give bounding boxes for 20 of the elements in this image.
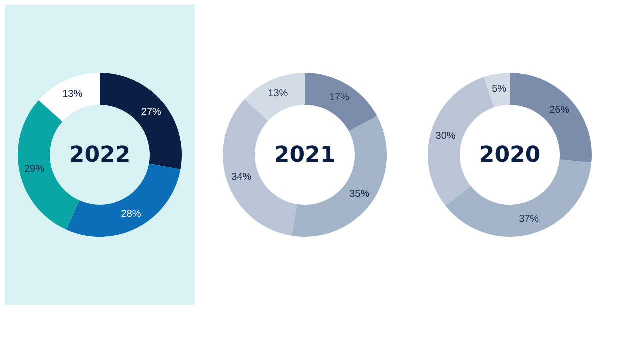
donut-slice (484, 73, 510, 108)
data-label: 13% (62, 88, 83, 100)
data-label: 26% (550, 104, 570, 116)
data-label: 34% (232, 172, 252, 183)
donut-slice (66, 164, 181, 237)
data-label: 5% (492, 84, 507, 95)
data-label: 30% (436, 130, 456, 142)
donut-slice (38, 73, 100, 122)
text: 2020 (479, 143, 541, 168)
data-label: 27% (141, 107, 162, 118)
text: 2021 (274, 143, 336, 168)
donut-slice (244, 73, 305, 122)
data-label: 37% (519, 214, 540, 226)
data-label: 13% (268, 88, 288, 100)
data-label: 17% (329, 92, 350, 104)
data-label: 35% (350, 188, 370, 200)
data-label: 29% (24, 164, 45, 175)
data-label: 28% (121, 209, 142, 220)
donut-slice (305, 73, 378, 132)
text: 2022 (69, 143, 131, 168)
